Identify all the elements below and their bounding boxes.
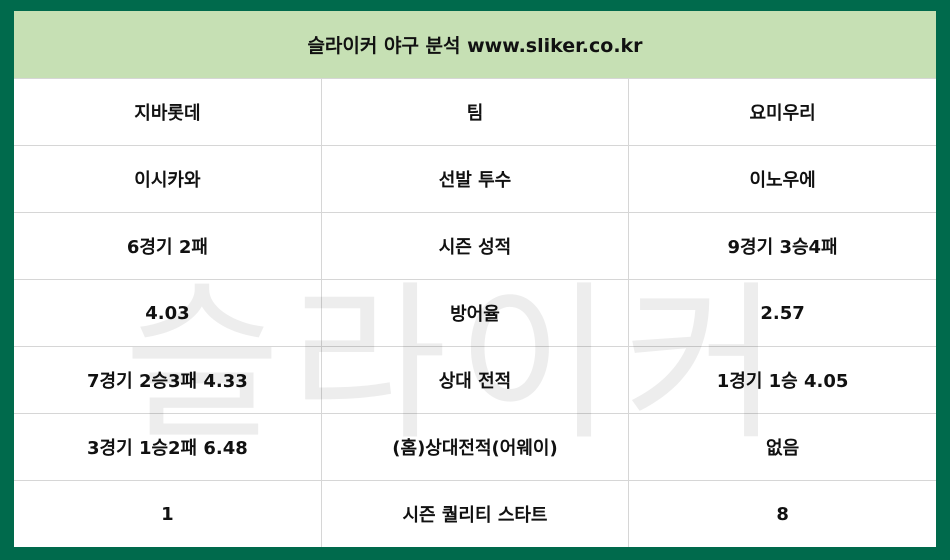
- table-row: 4.03 방어율 2.57: [14, 279, 936, 347]
- table-row: 1 시즌 퀄리티 스타트 8: [14, 480, 936, 547]
- label-cell: 팀: [320, 78, 629, 146]
- away-team-cell: 2.57: [628, 279, 936, 347]
- away-team-cell: 이노우에: [628, 145, 936, 213]
- home-team-cell: 이시카와: [14, 145, 322, 213]
- home-team-cell: 1: [14, 480, 322, 547]
- away-team-cell: 요미우리: [628, 78, 936, 146]
- table-row: 6경기 2패 시즌 성적 9경기 3승4패: [14, 212, 936, 280]
- table-title: 슬라이커 야구 분석 www.sliker.co.kr: [14, 11, 936, 78]
- label-cell: 방어율: [320, 279, 629, 347]
- away-team-cell: 1경기 1승 4.05: [628, 346, 936, 414]
- table-row: 3경기 1승2패 6.48 (홈)상대전적(어웨이) 없음: [14, 413, 936, 481]
- home-team-cell: 6경기 2패: [14, 212, 322, 280]
- label-cell: 상대 전적: [320, 346, 629, 414]
- table-row: 지바롯데 팀 요미우리: [14, 78, 936, 146]
- label-cell: (홈)상대전적(어웨이): [320, 413, 629, 481]
- home-team-cell: 지바롯데: [14, 78, 322, 146]
- home-team-cell: 7경기 2승3패 4.33: [14, 346, 322, 414]
- home-team-cell: 3경기 1승2패 6.48: [14, 413, 322, 481]
- away-team-cell: 없음: [628, 413, 936, 481]
- label-cell: 선발 투수: [320, 145, 629, 213]
- comparison-table: 지바롯데 팀 요미우리 이시카와 선발 투수 이노우에 6경기 2패 시즌 성적 9경기 3승4…: [14, 78, 936, 547]
- away-team-cell: 8: [628, 480, 936, 547]
- table-row: 7경기 2승3패 4.33 상대 전적 1경기 1승 4.05: [14, 346, 936, 414]
- table-row: 이시카와 선발 투수 이노우에: [14, 145, 936, 213]
- label-cell: 시즌 성적: [320, 212, 629, 280]
- home-team-cell: 4.03: [14, 279, 322, 347]
- away-team-cell: 9경기 3승4패: [628, 212, 936, 280]
- label-cell: 시즌 퀄리티 스타트: [320, 480, 629, 547]
- analysis-table-frame: 슬라이커 야구 분석 www.sliker.co.kr 지바롯데 팀 요미우리 이시카…: [14, 11, 936, 547]
